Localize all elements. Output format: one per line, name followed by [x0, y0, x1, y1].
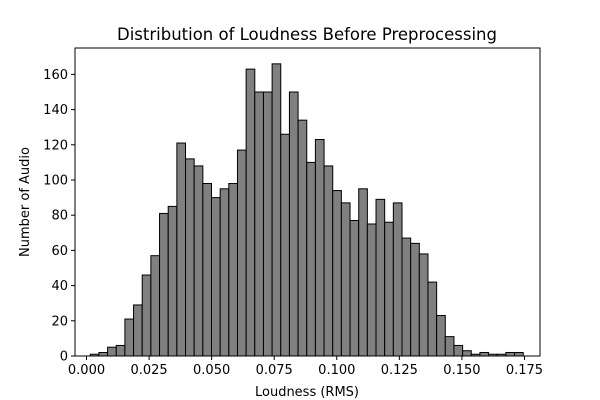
x-tick-label: 0.025: [130, 363, 167, 378]
histogram-bar: [410, 242, 420, 357]
y-axis-label: Number of Audio: [18, 147, 33, 257]
plot-frame: [74, 47, 541, 357]
histogram-bar: [219, 188, 230, 357]
histogram-bar: [358, 188, 368, 357]
histogram-bar: [150, 255, 161, 357]
histogram-bar: [202, 183, 212, 357]
x-tick-label: 0.000: [68, 363, 105, 378]
histogram-bar: [245, 68, 256, 357]
histogram-bar: [297, 119, 308, 357]
histogram-bar: [444, 336, 455, 357]
histogram-bar: [280, 133, 290, 357]
histogram-bar: [98, 351, 109, 357]
y-tick-label: 140: [43, 103, 68, 118]
y-tick-label: 40: [51, 279, 68, 294]
histogram-bar: [141, 274, 152, 357]
y-tick-label: 120: [43, 138, 68, 153]
histogram-bar: [505, 351, 516, 357]
histogram-bar: [392, 202, 403, 357]
histogram-bar: [228, 183, 238, 357]
histogram-bar: [462, 350, 472, 357]
y-tick-label: 100: [43, 174, 68, 189]
histogram-bar: [124, 318, 135, 357]
x-tick-label: 0.050: [193, 363, 230, 378]
histogram-bar: [384, 221, 394, 357]
histogram-bar: [453, 344, 464, 357]
x-tick-label: 0.150: [443, 363, 480, 378]
chart-title: Distribution of Loudness Before Preproce…: [117, 25, 497, 44]
histogram-bar: [375, 198, 386, 357]
histogram-bar: [115, 344, 126, 357]
histogram-bar: [159, 212, 169, 357]
histogram-bar: [479, 351, 490, 357]
histogram-bar: [366, 223, 377, 357]
histogram-bar: [418, 253, 429, 357]
histogram-bar: [211, 197, 221, 357]
histogram-bar: [167, 205, 178, 357]
histogram-bar: [427, 281, 438, 357]
y-tick-label: 20: [51, 314, 68, 329]
y-tick-label: 0: [60, 350, 68, 365]
histogram-bar: [340, 202, 351, 357]
histogram-bar: [436, 315, 446, 357]
histogram-bar: [271, 63, 282, 357]
x-axis-ticks: 0.000 0.025 0.050 0.075 0.100 0.125 0.150 0.175: [68, 356, 543, 378]
histogram-bar: [254, 91, 264, 357]
histogram-bar: [236, 149, 247, 357]
histogram-bar: [314, 139, 325, 357]
histogram-bar: [332, 190, 342, 357]
histogram-bar: [133, 304, 143, 357]
histogram-bar: [107, 346, 117, 357]
y-tick-label: 60: [51, 244, 68, 259]
histogram-bar: [262, 91, 273, 357]
x-tick-label: 0.175: [506, 363, 543, 378]
y-axis-ticks: 0 20 40 60 80 100 120 140 160: [43, 68, 75, 365]
histogram-bar: [185, 158, 195, 357]
histogram-bar: [349, 219, 360, 357]
histogram-bar: [193, 165, 204, 357]
x-axis-label: Loudness (RMS): [255, 385, 359, 400]
y-tick-label: 80: [51, 209, 68, 224]
histogram-bar: [306, 161, 316, 357]
y-tick-label: 160: [43, 68, 68, 83]
histogram-bar: [323, 165, 334, 357]
histogram-bar: [401, 237, 412, 357]
histogram-bar: [288, 91, 299, 357]
x-tick-label: 0.125: [381, 363, 418, 378]
histogram-bar: [514, 351, 524, 357]
histogram-bar: [176, 142, 187, 357]
x-tick-label: 0.100: [318, 363, 355, 378]
x-tick-label: 0.075: [256, 363, 293, 378]
